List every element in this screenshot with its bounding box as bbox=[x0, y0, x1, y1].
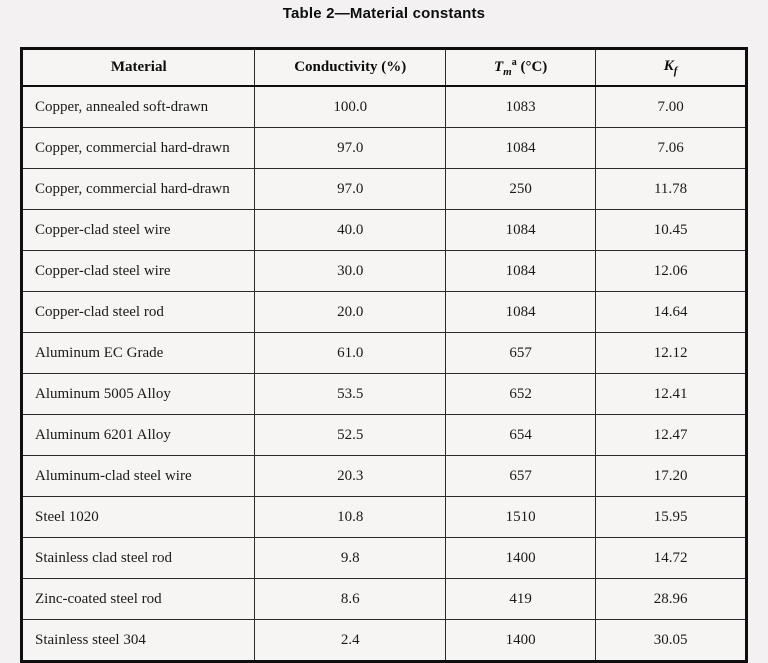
cell-material: Copper, commercial hard-drawn bbox=[20, 127, 256, 169]
cell-melting-temperature: 1400 bbox=[445, 619, 597, 662]
cell-melting-temperature: 1083 bbox=[445, 85, 597, 128]
cell-melting-temperature: 657 bbox=[445, 332, 597, 374]
table-row: Zinc-coated steel rod 8.6 419 28.96 bbox=[20, 578, 747, 620]
table-row: Stainless steel 304 2.4 1400 30.05 bbox=[20, 619, 747, 662]
cell-material: Zinc-coated steel rod bbox=[20, 578, 256, 620]
cell-material: Stainless steel 304 bbox=[20, 619, 256, 662]
cell-material: Copper, commercial hard-drawn bbox=[20, 168, 256, 210]
cell-melting-temperature: 657 bbox=[445, 455, 597, 497]
cell-kf: 15.95 bbox=[595, 496, 747, 538]
table-row: Copper-clad steel rod 20.0 1084 14.64 bbox=[20, 291, 747, 333]
cell-kf: 12.41 bbox=[595, 373, 747, 415]
tm-unit: (°C) bbox=[516, 59, 548, 75]
cell-material: Copper, annealed soft-drawn bbox=[20, 85, 256, 128]
table-row: Steel 1020 10.8 1510 15.95 bbox=[20, 496, 747, 538]
tm-subscript: m bbox=[503, 66, 512, 78]
cell-kf: 30.05 bbox=[595, 619, 747, 662]
cell-conductivity: 53.5 bbox=[254, 373, 447, 415]
table-row: Copper, commercial hard-drawn 97.0 1084 … bbox=[20, 127, 747, 169]
table-row: Copper-clad steel wire 40.0 1084 10.45 bbox=[20, 209, 747, 251]
table-row: Aluminum 6201 Alloy 52.5 654 12.47 bbox=[20, 414, 747, 456]
cell-kf: 11.78 bbox=[595, 168, 747, 210]
cell-melting-temperature: 419 bbox=[445, 578, 597, 620]
cell-conductivity: 97.0 bbox=[254, 168, 447, 210]
cell-kf: 7.00 bbox=[595, 85, 747, 128]
table-row: Aluminum EC Grade 61.0 657 12.12 bbox=[20, 332, 747, 374]
cell-melting-temperature: 1400 bbox=[445, 537, 597, 579]
cell-melting-temperature: 250 bbox=[445, 168, 597, 210]
cell-conductivity: 40.0 bbox=[254, 209, 447, 251]
cell-kf: 17.20 bbox=[595, 455, 747, 497]
table-row: Stainless clad steel rod 9.8 1400 14.72 bbox=[20, 537, 747, 579]
cell-conductivity: 100.0 bbox=[254, 85, 447, 128]
cell-conductivity: 52.5 bbox=[254, 414, 447, 456]
cell-material: Aluminum-clad steel wire bbox=[20, 455, 256, 497]
table-row: Aluminum-clad steel wire 20.3 657 17.20 bbox=[20, 455, 747, 497]
cell-kf: 12.06 bbox=[595, 250, 747, 292]
cell-melting-temperature: 1084 bbox=[445, 209, 597, 251]
column-header-melting-temperature: Tma (°C) bbox=[445, 48, 597, 87]
cell-material: Stainless clad steel rod bbox=[20, 537, 256, 579]
cell-melting-temperature: 1510 bbox=[445, 496, 597, 538]
cell-material: Aluminum 6201 Alloy bbox=[20, 414, 256, 456]
cell-conductivity: 61.0 bbox=[254, 332, 447, 374]
cell-kf: 12.12 bbox=[595, 332, 747, 374]
cell-kf: 28.96 bbox=[595, 578, 747, 620]
kf-symbol: K bbox=[663, 58, 674, 74]
cell-material: Copper-clad steel wire bbox=[20, 209, 256, 251]
kf-subscript: f bbox=[673, 65, 678, 77]
cell-kf: 14.72 bbox=[595, 537, 747, 579]
tm-footnote-marker: a bbox=[511, 57, 517, 68]
cell-melting-temperature: 1084 bbox=[445, 250, 597, 292]
cell-material: Aluminum EC Grade bbox=[20, 332, 256, 374]
cell-material: Aluminum 5005 Alloy bbox=[20, 373, 256, 415]
cell-conductivity: 2.4 bbox=[254, 619, 447, 662]
cell-material: Copper-clad steel wire bbox=[20, 250, 256, 292]
table-row: Copper, commercial hard-drawn 97.0 250 1… bbox=[20, 168, 747, 210]
table-row: Aluminum 5005 Alloy 53.5 652 12.41 bbox=[20, 373, 747, 415]
column-header-material: Material bbox=[20, 48, 256, 87]
table-body: Copper, annealed soft-drawn 100.0 1083 7… bbox=[20, 85, 747, 662]
page-title: Table 2—Material constants bbox=[282, 5, 486, 22]
cell-kf: 12.47 bbox=[595, 414, 747, 456]
column-header-kf: Kf bbox=[595, 48, 747, 87]
cell-melting-temperature: 1084 bbox=[445, 127, 597, 169]
cell-conductivity: 8.6 bbox=[254, 578, 447, 620]
cell-kf: 14.64 bbox=[595, 291, 747, 333]
cell-material: Copper-clad steel rod bbox=[20, 291, 256, 333]
cell-melting-temperature: 654 bbox=[445, 414, 597, 456]
table-row: Copper, annealed soft-drawn 100.0 1083 7… bbox=[20, 85, 747, 128]
table-header-row: Material Conductivity (%) Tma (°C) Kf bbox=[20, 48, 747, 87]
cell-conductivity: 20.3 bbox=[254, 455, 447, 497]
cell-conductivity: 10.8 bbox=[254, 496, 447, 538]
cell-melting-temperature: 1084 bbox=[445, 291, 597, 333]
table-row: Copper-clad steel wire 30.0 1084 12.06 bbox=[20, 250, 747, 292]
cell-melting-temperature: 652 bbox=[445, 373, 597, 415]
cell-kf: 7.06 bbox=[595, 127, 747, 169]
column-header-conductivity: Conductivity (%) bbox=[254, 48, 447, 87]
cell-conductivity: 20.0 bbox=[254, 291, 447, 333]
material-constants-table: Material Conductivity (%) Tma (°C) Kf Co… bbox=[20, 47, 748, 663]
cell-conductivity: 30.0 bbox=[254, 250, 447, 292]
tm-symbol: T bbox=[493, 59, 504, 75]
cell-material: Steel 1020 bbox=[20, 496, 256, 538]
cell-conductivity: 97.0 bbox=[254, 127, 447, 169]
cell-conductivity: 9.8 bbox=[254, 537, 447, 579]
cell-kf: 10.45 bbox=[595, 209, 747, 251]
